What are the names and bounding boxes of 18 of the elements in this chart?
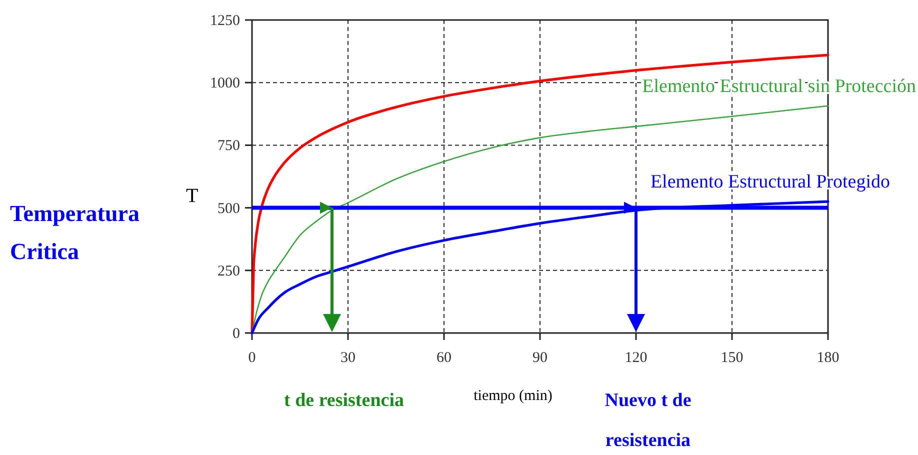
- ref-line-label: t de resistencia: [284, 390, 404, 411]
- text: T: [186, 184, 198, 207]
- x-tick-label: 60: [436, 350, 452, 366]
- y-tick-label: 500: [218, 200, 240, 217]
- y-tick-label: 250: [218, 263, 240, 280]
- y-tick-label: 1000: [210, 76, 240, 92]
- x-tick-label: 150: [720, 350, 744, 366]
- y-tick-label: 0: [232, 326, 240, 342]
- x-tick-label: 120: [624, 350, 648, 366]
- x-tick-label: 90: [532, 350, 548, 366]
- x-tick-label: 180: [816, 350, 840, 366]
- ref-line-label: Temperatura Critica: [10, 200, 140, 264]
- x-tick-label: 30: [340, 350, 356, 366]
- ref-line-label: Nuevo t de resistencia: [604, 390, 692, 451]
- x-axis-title: tiempo (min): [474, 388, 552, 404]
- y-tick-label: 1250: [210, 13, 240, 29]
- x-tick-label: 0: [248, 350, 256, 366]
- y-tick-label: 750: [218, 138, 240, 154]
